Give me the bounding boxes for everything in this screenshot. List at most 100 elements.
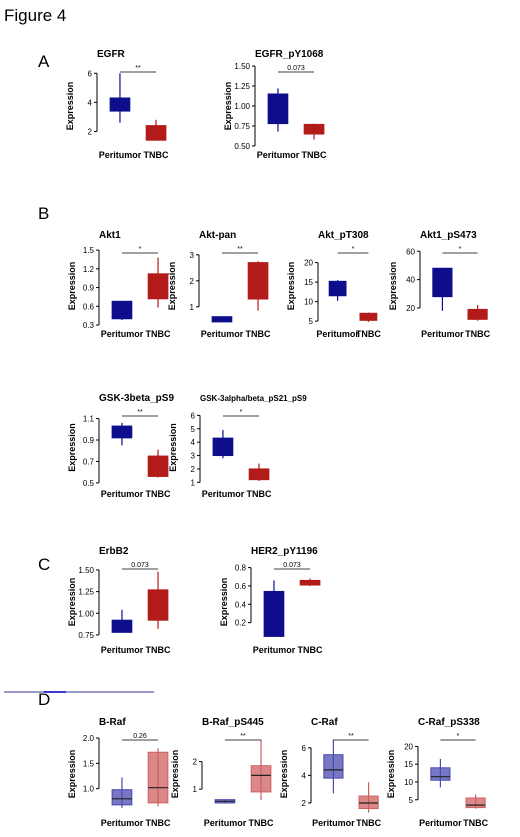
y-tick-label: 40 bbox=[406, 276, 415, 285]
x-tick-label: TNBC bbox=[246, 329, 271, 339]
y-tick-label: 5 bbox=[309, 317, 314, 326]
chart-title: GSK-3alpha/beta_pS21_pS9 bbox=[200, 394, 307, 403]
y-tick-label: 4 bbox=[191, 438, 196, 447]
y-axis-label: Expression bbox=[170, 750, 180, 799]
box-body bbox=[263, 590, 285, 637]
section-label-b: B bbox=[38, 204, 50, 223]
x-tick-label: TNBC bbox=[356, 329, 381, 339]
x-tick-label: Peritumor bbox=[421, 329, 464, 339]
x-tick-label: TNBC bbox=[146, 645, 171, 655]
x-tick-label: Peritumor bbox=[419, 818, 462, 828]
x-tick-label: TNBC bbox=[356, 818, 381, 828]
y-tick-label: 15 bbox=[404, 760, 413, 769]
x-tick-label: TNBC bbox=[249, 818, 274, 828]
x-tick-label: TNBC bbox=[146, 818, 171, 828]
y-axis-label: Expression bbox=[219, 578, 229, 627]
y-tick-label: 1.25 bbox=[78, 588, 94, 597]
y-tick-label: 0.6 bbox=[83, 302, 95, 311]
x-tick-label: Peritumor bbox=[257, 150, 300, 160]
y-tick-label: 1 bbox=[190, 303, 195, 312]
y-axis-label: Expression bbox=[286, 262, 296, 311]
x-tick-label: Peritumor bbox=[316, 329, 359, 339]
chart-title: C-Raf bbox=[311, 717, 338, 728]
y-tick-label: 0.50 bbox=[234, 142, 250, 151]
y-axis-label: Expression bbox=[388, 262, 398, 311]
y-axis-label: Expression bbox=[386, 750, 396, 799]
significance-label: 0.073 bbox=[283, 562, 301, 569]
y-tick-label: 1.00 bbox=[234, 102, 250, 111]
box-body bbox=[250, 765, 272, 793]
box-body bbox=[147, 751, 169, 804]
box-body bbox=[109, 97, 131, 112]
significance-label: 0.26 bbox=[133, 733, 147, 740]
y-axis-label: Expression bbox=[168, 423, 178, 472]
significance-label: 0.073 bbox=[287, 65, 305, 72]
y-tick-label: 0.7 bbox=[83, 457, 95, 466]
y-axis-label: Expression bbox=[67, 578, 77, 627]
y-tick-label: 1.2 bbox=[83, 265, 95, 274]
y-axis-label: Expression bbox=[279, 750, 289, 799]
y-axis-label: Expression bbox=[65, 82, 75, 131]
y-tick-label: 20 bbox=[304, 259, 313, 268]
box-body bbox=[247, 262, 269, 300]
y-tick-label: 0.9 bbox=[83, 284, 95, 293]
chart-title: ErbB2 bbox=[99, 546, 129, 557]
y-tick-label: 1.00 bbox=[78, 609, 94, 618]
x-tick-label: Peritumor bbox=[101, 489, 144, 499]
x-tick-label: TNBC bbox=[247, 489, 272, 499]
y-axis-label: Expression bbox=[67, 423, 77, 472]
chart-title: Akt-pan bbox=[199, 230, 236, 241]
chart-title: HER2_pY1196 bbox=[251, 546, 318, 557]
y-tick-label: 0.5 bbox=[83, 479, 95, 488]
x-tick-label: Peritumor bbox=[101, 645, 144, 655]
y-tick-label: 2.0 bbox=[83, 734, 95, 743]
y-tick-label: 6 bbox=[191, 411, 196, 420]
y-tick-label: 2 bbox=[88, 127, 93, 136]
y-tick-label: 1.1 bbox=[83, 415, 95, 424]
y-tick-label: 2 bbox=[302, 799, 307, 808]
box-body bbox=[267, 93, 289, 125]
y-axis-label: Expression bbox=[167, 262, 177, 311]
y-tick-label: 1.0 bbox=[83, 785, 95, 794]
chart-title: Akt_pT308 bbox=[318, 230, 369, 241]
x-tick-label: Peritumor bbox=[99, 150, 142, 160]
box-body bbox=[111, 789, 133, 806]
y-tick-label: 20 bbox=[406, 304, 415, 313]
x-tick-label: TNBC bbox=[463, 818, 488, 828]
y-tick-label: 0.75 bbox=[78, 631, 94, 640]
y-axis-label: Expression bbox=[67, 750, 77, 799]
box-body bbox=[303, 123, 325, 135]
significance-label: ** bbox=[240, 733, 246, 740]
y-tick-label: 1.25 bbox=[234, 82, 250, 91]
box-body bbox=[323, 754, 344, 779]
y-tick-label: 0.75 bbox=[234, 122, 250, 131]
y-tick-label: 6 bbox=[88, 69, 93, 78]
y-tick-label: 0.4 bbox=[235, 600, 247, 609]
section-label-d: D bbox=[38, 690, 51, 709]
chart-title: C-Raf_pS338 bbox=[418, 717, 480, 728]
box-body bbox=[111, 619, 133, 633]
y-tick-label: 15 bbox=[304, 278, 313, 287]
y-tick-label: 2 bbox=[191, 465, 196, 474]
y-tick-label: 0.9 bbox=[83, 436, 95, 445]
x-tick-label: Peritumor bbox=[101, 818, 144, 828]
y-axis-label: Expression bbox=[67, 262, 77, 311]
significance-label: * bbox=[459, 246, 462, 253]
y-tick-label: 0.3 bbox=[83, 321, 95, 330]
chart-title: B-Raf bbox=[99, 717, 126, 728]
significance-label: * bbox=[240, 409, 243, 416]
y-tick-label: 1.50 bbox=[234, 62, 250, 71]
chart-title: Akt1 bbox=[99, 230, 121, 241]
y-tick-label: 1 bbox=[193, 785, 198, 794]
y-tick-label: 3 bbox=[191, 452, 196, 461]
section-label-c: C bbox=[38, 555, 51, 574]
y-tick-label: 1 bbox=[191, 478, 196, 487]
box-body bbox=[358, 795, 379, 809]
significance-label: 0.073 bbox=[131, 562, 149, 569]
box-body bbox=[248, 468, 270, 481]
figure-title: Figure 4 bbox=[4, 6, 67, 25]
section-label-a: A bbox=[38, 52, 50, 71]
x-tick-label: Peritumor bbox=[204, 818, 247, 828]
y-tick-label: 1.5 bbox=[83, 759, 95, 768]
